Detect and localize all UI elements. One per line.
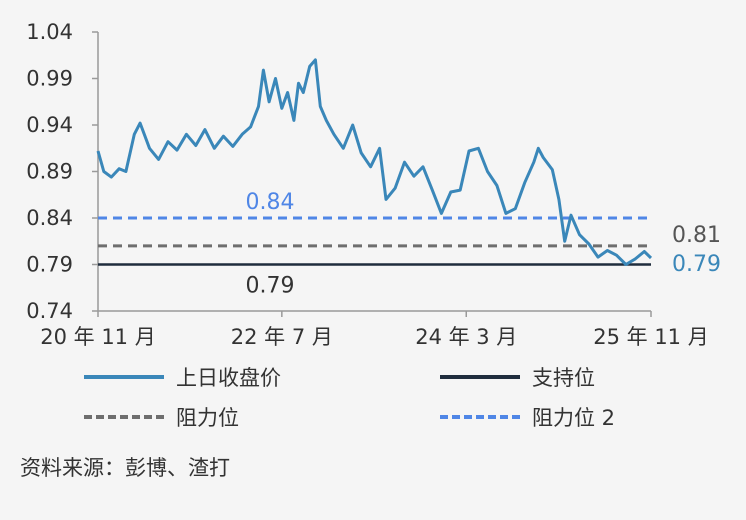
x-tick-label: 24 年 3 月 bbox=[415, 325, 517, 349]
legend-swatch-support bbox=[440, 375, 520, 379]
legend-label-resistance: 阻力位 bbox=[176, 406, 239, 430]
y-tick-label: 0.74 bbox=[26, 299, 73, 323]
legend-swatch-close bbox=[84, 375, 164, 379]
y-tick-label: 0.84 bbox=[26, 206, 73, 230]
series-line bbox=[96, 58, 653, 266]
legend-item-resistance-2: 阻力位 2 bbox=[440, 402, 615, 432]
label-resistance: 0.81 bbox=[672, 223, 721, 248]
legend-swatch-resistance-2 bbox=[440, 415, 520, 419]
x-tick-label: 20 年 11 月 bbox=[40, 325, 155, 349]
y-tick-label: 0.79 bbox=[26, 253, 73, 277]
x-tick-label: 25 年 11 月 bbox=[593, 325, 708, 349]
legend-item-support: 支持位 bbox=[440, 362, 595, 392]
price-series bbox=[96, 58, 653, 266]
legend-label-support: 支持位 bbox=[532, 366, 595, 390]
x-tick-label: 22 年 7 月 bbox=[231, 325, 333, 349]
legend-swatch-resistance bbox=[84, 415, 164, 419]
y-tick-label: 0.94 bbox=[26, 113, 73, 137]
label-last-price: 0.79 bbox=[672, 252, 721, 277]
y-tick-label: 0.89 bbox=[26, 160, 73, 184]
level-labels: 0.79 0.84 0.81 0.79 bbox=[246, 190, 721, 299]
legend-label-resistance-2: 阻力位 2 bbox=[532, 406, 616, 430]
y-tick-label: 1.04 bbox=[26, 20, 73, 44]
source-note: 资料来源：彭博、渣打 bbox=[20, 456, 230, 480]
label-support: 0.79 bbox=[246, 274, 295, 299]
label-resistance-2: 0.84 bbox=[246, 190, 295, 215]
legend-label-close: 上日收盘价 bbox=[176, 366, 281, 390]
level-lines bbox=[98, 216, 651, 266]
y-tick-label: 0.99 bbox=[26, 67, 73, 91]
legend-item-resistance: 阻力位 bbox=[84, 402, 239, 432]
legend-item-close: 上日收盘价 bbox=[84, 362, 281, 392]
